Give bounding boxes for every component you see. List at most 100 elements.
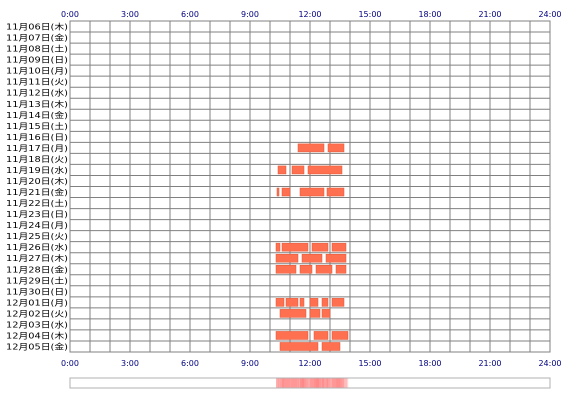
summary-density-slice bbox=[328, 378, 330, 388]
row-label: 12月01日(月) bbox=[6, 298, 68, 307]
summary-density-slice bbox=[337, 378, 339, 388]
summary-density-slice bbox=[276, 378, 278, 388]
activity-bar bbox=[309, 309, 321, 318]
activity-bar bbox=[299, 298, 305, 307]
summary-density-slice bbox=[283, 378, 285, 388]
activity-bar bbox=[275, 331, 309, 340]
activity-bar bbox=[313, 331, 329, 340]
summary-density-slice bbox=[277, 378, 279, 388]
summary-density-slice bbox=[344, 378, 346, 388]
summary-density-slice bbox=[323, 378, 325, 388]
grid bbox=[69, 20, 551, 353]
summary-density-slice bbox=[333, 378, 335, 388]
summary-density-slice bbox=[299, 378, 301, 388]
summary-density-slice bbox=[300, 378, 302, 388]
summary-density-slice bbox=[285, 378, 287, 388]
summary-density-slice bbox=[281, 378, 283, 388]
activity-bar bbox=[299, 264, 313, 274]
row-label: 11月29日(土) bbox=[6, 275, 68, 285]
activity-bar bbox=[321, 309, 331, 318]
activity-bar bbox=[281, 187, 291, 197]
summary-density-slice bbox=[321, 378, 323, 388]
x-axis-top-ticks: 0:00 3:00 6:00 9:00 12:00 15:00 18:00 21:00 24:0… bbox=[61, 10, 562, 19]
activity-bar bbox=[331, 298, 345, 307]
summary-density-slice bbox=[289, 378, 291, 388]
summary-density-slice bbox=[288, 378, 290, 388]
summary-density-slice bbox=[310, 378, 312, 388]
x-tick-label-bottom: 12:00 bbox=[298, 359, 321, 368]
activity-bar bbox=[279, 309, 307, 318]
summary-density-slice bbox=[290, 378, 292, 388]
summary-density-slice bbox=[342, 378, 344, 388]
summary-density-slice bbox=[313, 378, 315, 388]
summary-density-slice bbox=[329, 378, 331, 388]
summary-density-slice bbox=[293, 378, 295, 388]
summary-density-slice bbox=[302, 378, 304, 388]
summary-density-slice bbox=[325, 378, 327, 388]
row-label: 11月12日(水) bbox=[6, 88, 68, 98]
row-label: 12月04日(木) bbox=[6, 330, 68, 340]
summary-density-slice bbox=[326, 378, 328, 388]
summary-density-slice bbox=[322, 378, 324, 388]
summary-density-slice bbox=[307, 378, 309, 388]
activity-bar bbox=[275, 253, 299, 263]
x-tick-label-bottom: 21:00 bbox=[478, 359, 501, 368]
summary-density-slice bbox=[324, 378, 326, 388]
summary-density-slice bbox=[297, 378, 299, 388]
summary-density-slice bbox=[284, 378, 286, 388]
summary-density-slice bbox=[318, 378, 320, 388]
activity-bar bbox=[309, 298, 319, 307]
x-tick-label-top: 9:00 bbox=[241, 10, 259, 19]
activity-bar bbox=[335, 264, 347, 274]
row-label: 11月08日(土) bbox=[6, 44, 68, 54]
summary-density-slice bbox=[334, 378, 336, 388]
x-tick-label-top: 15:00 bbox=[358, 10, 381, 19]
summary-density-slice bbox=[345, 378, 347, 388]
row-label: 11月16日(日) bbox=[6, 133, 68, 142]
summary-density-slice bbox=[347, 378, 349, 388]
row-label: 11月28日(金) bbox=[6, 264, 68, 274]
activity-bar bbox=[275, 242, 281, 252]
summary-density-slice bbox=[301, 378, 303, 388]
summary-density-slice bbox=[282, 378, 284, 388]
summary-density-slice bbox=[280, 378, 282, 388]
row-label: 11月19日(水) bbox=[6, 165, 68, 175]
summary-strip bbox=[69, 377, 551, 389]
row-label: 11月15日(土) bbox=[6, 121, 68, 131]
x-tick-label-bottom: 18:00 bbox=[418, 359, 441, 368]
activity-bar bbox=[331, 331, 349, 340]
row-label: 11月21日(金) bbox=[6, 187, 68, 197]
activity-bar bbox=[291, 165, 305, 175]
activity-bar bbox=[301, 253, 323, 263]
row-label: 11月26日(水) bbox=[6, 242, 68, 252]
x-tick-label-bottom: 3:00 bbox=[121, 359, 139, 368]
activity-bar bbox=[315, 264, 333, 274]
summary-density-slice bbox=[319, 378, 321, 388]
summary-density-slice bbox=[336, 378, 338, 388]
summary-density-slice bbox=[291, 378, 293, 388]
summary-density-slice bbox=[316, 378, 318, 388]
activity-bar bbox=[327, 143, 345, 153]
summary-density-slice bbox=[343, 378, 345, 388]
row-label: 11月25日(火) bbox=[6, 232, 68, 241]
row-label: 11月24日(月) bbox=[6, 221, 68, 230]
row-label: 11月09日(日) bbox=[6, 56, 68, 65]
activity-bar bbox=[307, 165, 343, 175]
summary-density-slice bbox=[341, 378, 343, 388]
activity-bar bbox=[331, 242, 347, 252]
summary-density-slice bbox=[311, 378, 313, 388]
row-label: 11月17日(月) bbox=[6, 144, 68, 153]
activity-bar bbox=[281, 242, 309, 252]
summary-density-slice bbox=[287, 378, 289, 388]
x-tick-label-top: 21:00 bbox=[478, 10, 501, 19]
activity-bar bbox=[299, 187, 325, 197]
activity-bar bbox=[276, 187, 280, 197]
x-tick-label-bottom: 0:00 bbox=[61, 359, 79, 368]
activity-bar bbox=[321, 342, 341, 351]
row-label: 11月22日(土) bbox=[6, 198, 68, 208]
row-labels: 11月06日(木)11月07日(金)11月08日(土) 11月09日(日) 11月1… bbox=[6, 22, 68, 352]
row-label: 11月13日(木) bbox=[6, 99, 68, 109]
summary-density-slice bbox=[312, 378, 314, 388]
summary-density-slice bbox=[304, 378, 306, 388]
